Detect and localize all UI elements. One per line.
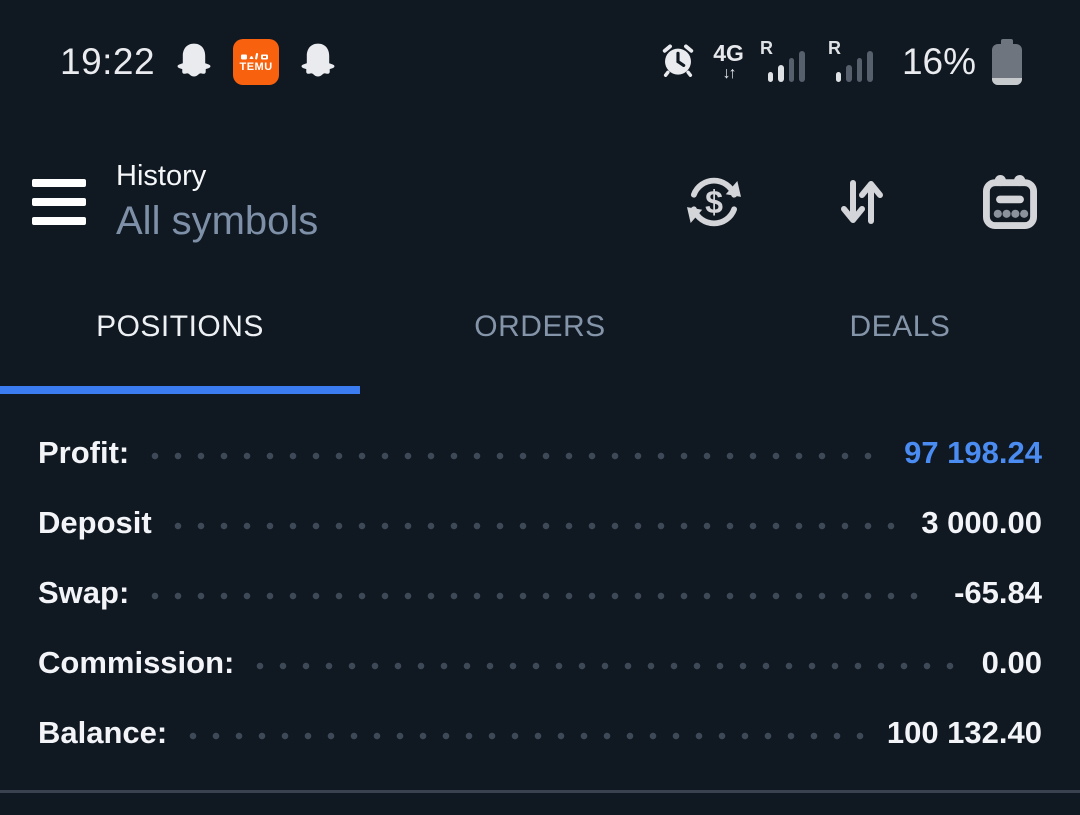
signal-bars-icon: R (827, 38, 880, 84)
dot-leader (189, 732, 865, 740)
header-actions: $ (684, 172, 1040, 232)
clock-time: 19:22 (60, 41, 156, 82)
page-title: History (116, 160, 207, 192)
battery-percent: 16% (901, 41, 976, 82)
summary-row-balance: Balance: 100 132.40 (0, 698, 1080, 768)
swap-value: -65.84 (954, 575, 1042, 610)
snapchat-ghost-icon (297, 40, 339, 84)
dot-leader (151, 452, 883, 460)
account-summary: Profit: 97 198.24 Deposit 3 000.00 Swap:… (0, 418, 1080, 768)
battery-icon (992, 39, 1022, 85)
svg-text:$: $ (705, 184, 723, 220)
tab-positions[interactable]: POSITIONS (96, 310, 264, 343)
commission-value: 0.00 (981, 645, 1042, 680)
network-label: 4G (713, 40, 744, 66)
signal-bars (767, 51, 805, 82)
title-block: History All symbols (116, 160, 318, 244)
temu-logo-glyphs (241, 52, 269, 59)
temu-label: TEMU (239, 60, 273, 73)
currency-sync-icon[interactable]: $ (684, 172, 744, 232)
row-label: Balance: (38, 715, 168, 750)
snapchat-ghost-icon (173, 40, 215, 84)
row-label: Swap: (38, 575, 130, 610)
roaming-label: R (827, 38, 841, 58)
deposit-value: 3 000.00 (921, 505, 1042, 540)
summary-row-deposit: Deposit 3 000.00 (0, 488, 1080, 558)
status-bar: 19:22 TEMU (0, 0, 1080, 110)
updown-arrows-icon: ↓↑ (722, 65, 737, 82)
sort-arrows-icon[interactable] (832, 172, 892, 232)
alarm-clock-icon (659, 40, 697, 85)
signal-bars (835, 51, 873, 82)
temu-app-icon: TEMU (233, 39, 280, 85)
dot-leader (151, 592, 933, 600)
tab-deals[interactable]: DEALS (849, 310, 951, 343)
status-bar-left: 19:22 TEMU (60, 39, 339, 85)
summary-row-commission: Commission: 0.00 (0, 628, 1080, 698)
tab-bar: POSITIONS ORDERS DEALS (0, 280, 1080, 394)
signal-bars-icon: R (759, 38, 812, 84)
dot-leader (256, 662, 960, 670)
symbol-filter-label[interactable]: All symbols (116, 199, 319, 243)
dot-leader (173, 522, 900, 530)
row-label: Commission: (38, 645, 235, 680)
4g-network-icon: 4G ↓↑ (713, 42, 744, 82)
row-label: Profit: (38, 435, 130, 470)
menu-button[interactable] (32, 179, 86, 225)
tab-orders[interactable]: ORDERS (474, 310, 606, 343)
summary-row-swap: Swap: -65.84 (0, 558, 1080, 628)
profit-value: 97 198.24 (904, 435, 1042, 470)
row-label: Deposit (38, 505, 152, 540)
roaming-label: R (759, 38, 773, 58)
status-bar-right: 4G ↓↑ R R (659, 38, 1022, 85)
balance-value: 100 132.40 (886, 715, 1042, 750)
calendar-icon[interactable] (980, 172, 1040, 232)
app-header: History All symbols $ (0, 110, 1080, 280)
summary-row-profit: Profit: 97 198.24 (0, 418, 1080, 488)
section-divider (0, 790, 1080, 793)
active-tab-underline (0, 386, 360, 394)
